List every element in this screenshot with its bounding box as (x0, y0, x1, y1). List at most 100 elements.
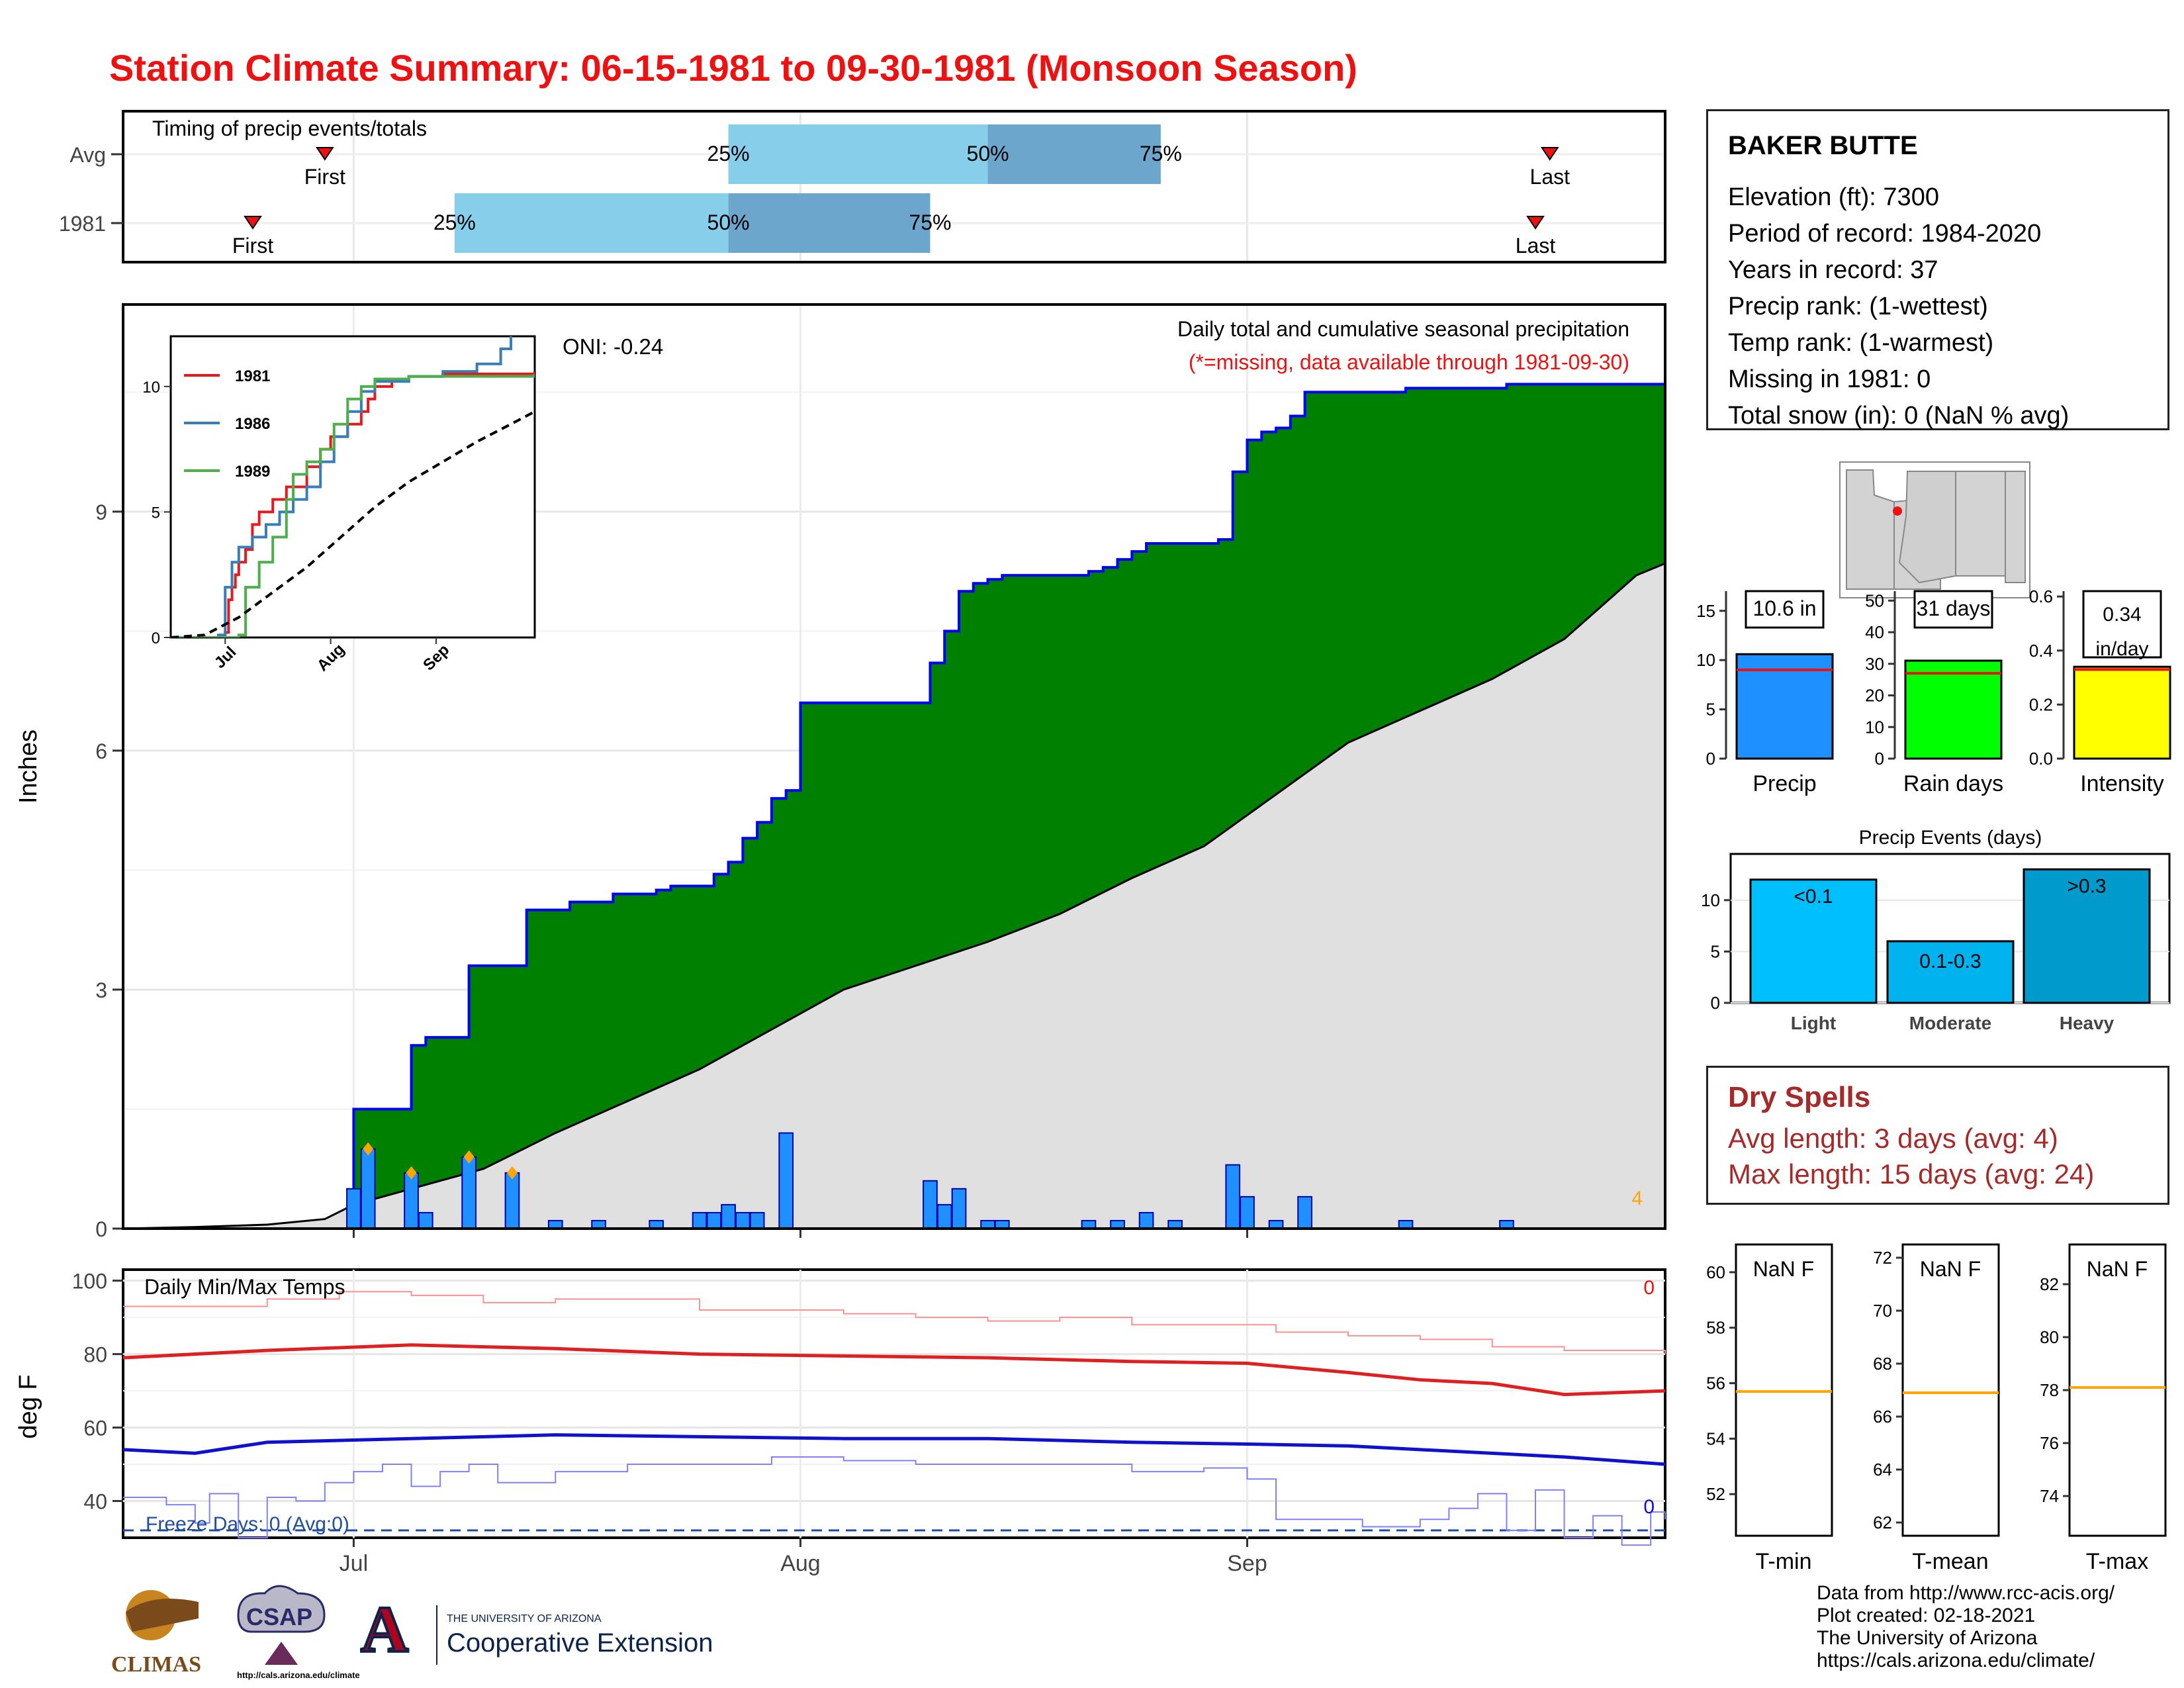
temp-x-tick-label: Aug (780, 1551, 821, 1576)
summary-y-tick-label: 40 (1865, 622, 1884, 642)
climas-wordmark: CLIMAS (111, 1652, 201, 1677)
summary-value-unit: in/day (2095, 638, 2148, 660)
temp-rank-y-tick-label: 54 (1706, 1429, 1725, 1448)
oni-annotation: ONI: -0.24 (563, 334, 663, 359)
summary-y-tick-label: 0.6 (2029, 586, 2053, 606)
events-category-label: Heavy (2060, 1013, 2115, 1033)
summary-y-tick-label: 0 (1875, 749, 1884, 769)
temp-rank-y-tick-label: 52 (1706, 1484, 1725, 1504)
precip-panel: 0 3 6 9 Daily total and cumulative seasonal… (15, 303, 1666, 1241)
last-event-marker-icon (1526, 216, 1545, 230)
daily-precip-bar (418, 1211, 433, 1229)
temp-panel: 40 60 80 100 Jul Aug Sep Daily Min/Max Temps F… (15, 1268, 1666, 1576)
temp-rank-y-tick-label: 72 (1873, 1248, 1892, 1268)
events-category-label: Moderate (1909, 1013, 1991, 1033)
daily-precip-bar (951, 1188, 967, 1230)
daily-precip-bar (721, 1203, 736, 1230)
ua-name: THE UNIVERSITY OF ARIZONA (447, 1613, 602, 1624)
footer-created: Plot created: 02-18-2021 (1817, 1605, 2036, 1626)
temp-y-tick-label: 100 (72, 1270, 107, 1293)
inset-y-tick-label: 0 (152, 630, 160, 647)
ua-logo: A THE UNIVERSITY OF ARIZONA Cooperative … (359, 1591, 713, 1667)
station-period: Period of record: 1984-2020 (1728, 220, 2042, 248)
cumulative-avg-area (123, 563, 1665, 1229)
summary-value-label: 10.6 in (1752, 596, 1816, 620)
daily-precip-bar (923, 1180, 938, 1229)
quartile-bar-25-50 (454, 193, 729, 253)
summary-y-tick-label: 0 (1706, 749, 1715, 769)
daily-precip-bar (404, 1172, 419, 1230)
climas-swoosh-icon (126, 1599, 199, 1632)
csap-url: http://cals.arizona.edu/climate (237, 1670, 360, 1680)
temp-rank-y-tick-label: 68 (1873, 1354, 1892, 1374)
temp-rank-y-tick-label: 76 (2040, 1433, 2059, 1453)
first-event-label: First (304, 165, 345, 189)
temp-series-avg-min (122, 1433, 1666, 1466)
precip-frame (122, 303, 1666, 1230)
daily-avg-marker-icon (506, 1166, 518, 1180)
footer-data-source: Data from http://www.rcc-acis.org/ (1817, 1582, 2115, 1604)
temp-y-tick-label: 40 (83, 1490, 107, 1514)
summary-y-tick-label: 50 (1865, 590, 1884, 610)
precip-title: Daily total and cumulative seasonal prec… (1177, 317, 1629, 341)
daily-avg-marker-icon (363, 1142, 374, 1156)
page-title: Station Climate Summary: 06-15-1981 to 0… (109, 47, 1357, 89)
first-event-marker-icon (244, 216, 262, 230)
station-elevation: Elevation (ft): 7300 (1728, 183, 1939, 211)
inset-y-tick-label: 10 (142, 379, 160, 397)
inset-series-1989 (171, 373, 535, 637)
daily-precip-bar (1225, 1164, 1241, 1229)
daily-avg-marker-icon (463, 1150, 475, 1164)
summary-bar-precip (1735, 653, 1834, 760)
quartile-label-25: 25% (707, 142, 750, 165)
csap-cloud-icon (237, 1585, 326, 1633)
summary-category-label: Precip (1752, 771, 1816, 796)
inset-legend-label: 1989 (235, 463, 270, 481)
quartile-label-75: 75% (1140, 142, 1182, 165)
station-precip-rank: Precip rank: (1-wettest) (1728, 293, 1988, 320)
precip-y-tick-label: 6 (95, 739, 107, 763)
temp-rank-bars: 52 54 56 58 60 NaN F T-min 62 64 66 68 70 72 NaN F T-m… (1706, 1243, 2167, 1574)
temp-x-tick-label: Sep (1227, 1551, 1267, 1576)
summary-y-tick-label: 15 (1696, 601, 1715, 621)
map-state-tx (2005, 471, 2026, 583)
events-bar-label: <0.1 (1794, 886, 1833, 908)
dry-spells-avg: Avg length: 3 days (avg: 4) (1728, 1123, 2058, 1154)
station-missing: Missing in 1981: 0 (1728, 365, 1931, 393)
quartile-label-75: 75% (909, 211, 951, 234)
temp-rank-category-label: T-mean (1912, 1549, 1988, 1574)
temp-rank-value-label: NaN F (2087, 1257, 2148, 1281)
daily-precip-bar (504, 1172, 520, 1230)
locator-map (1839, 461, 2030, 598)
timing-label: Timing of precip events/totals (152, 117, 427, 140)
summary-bars: 0 5 10 15 10.6 in Precip 0 10 20 30 40 50 31 days Rai… (1696, 586, 2171, 796)
daily-precip-bar (360, 1148, 376, 1229)
station-name: BAKER BUTTE (1728, 131, 1918, 160)
summary-y-tick-label: 0.4 (2029, 641, 2053, 661)
temp-rank-y-tick-label: 64 (1873, 1460, 1892, 1479)
dry-spells-max: Max length: 15 days (avg: 24) (1728, 1158, 2095, 1190)
events-category-label: Light (1791, 1013, 1836, 1033)
inset-legend-label: 1981 (235, 367, 270, 385)
temp-rank-y-tick-label: 82 (2040, 1274, 2059, 1294)
timing-row-label: 1981 (59, 212, 106, 236)
summary-y-tick-label: 5 (1706, 700, 1715, 720)
events-title: Precip Events (days) (1859, 827, 2042, 849)
summary-y-tick-label: 0.2 (2029, 694, 2053, 714)
timing-row-label: Avg (69, 143, 106, 167)
station-info-box: BAKER BUTTE Elevation (ft): 7300 Period … (1706, 109, 2169, 430)
summary-value-box (1745, 590, 1825, 629)
daily-precip-bar (461, 1156, 477, 1230)
temp-y-tick-label: 80 (83, 1343, 107, 1367)
station-location-dot (1893, 506, 1902, 516)
quartile-bar-25-50 (728, 124, 988, 184)
events-bar-label: 0.1-0.3 (1919, 951, 1981, 972)
temp-rank-y-tick-label: 58 (1706, 1318, 1725, 1338)
dry-spells-box: Dry Spells Avg length: 3 days (avg: 4) M… (1706, 1066, 2169, 1205)
summary-y-tick-label: 0.0 (2029, 749, 2053, 769)
daily-precip-bar (778, 1132, 794, 1229)
temp-rank-y-tick-label: 66 (1873, 1407, 1892, 1427)
precip-ylabel: Inches (15, 729, 42, 804)
